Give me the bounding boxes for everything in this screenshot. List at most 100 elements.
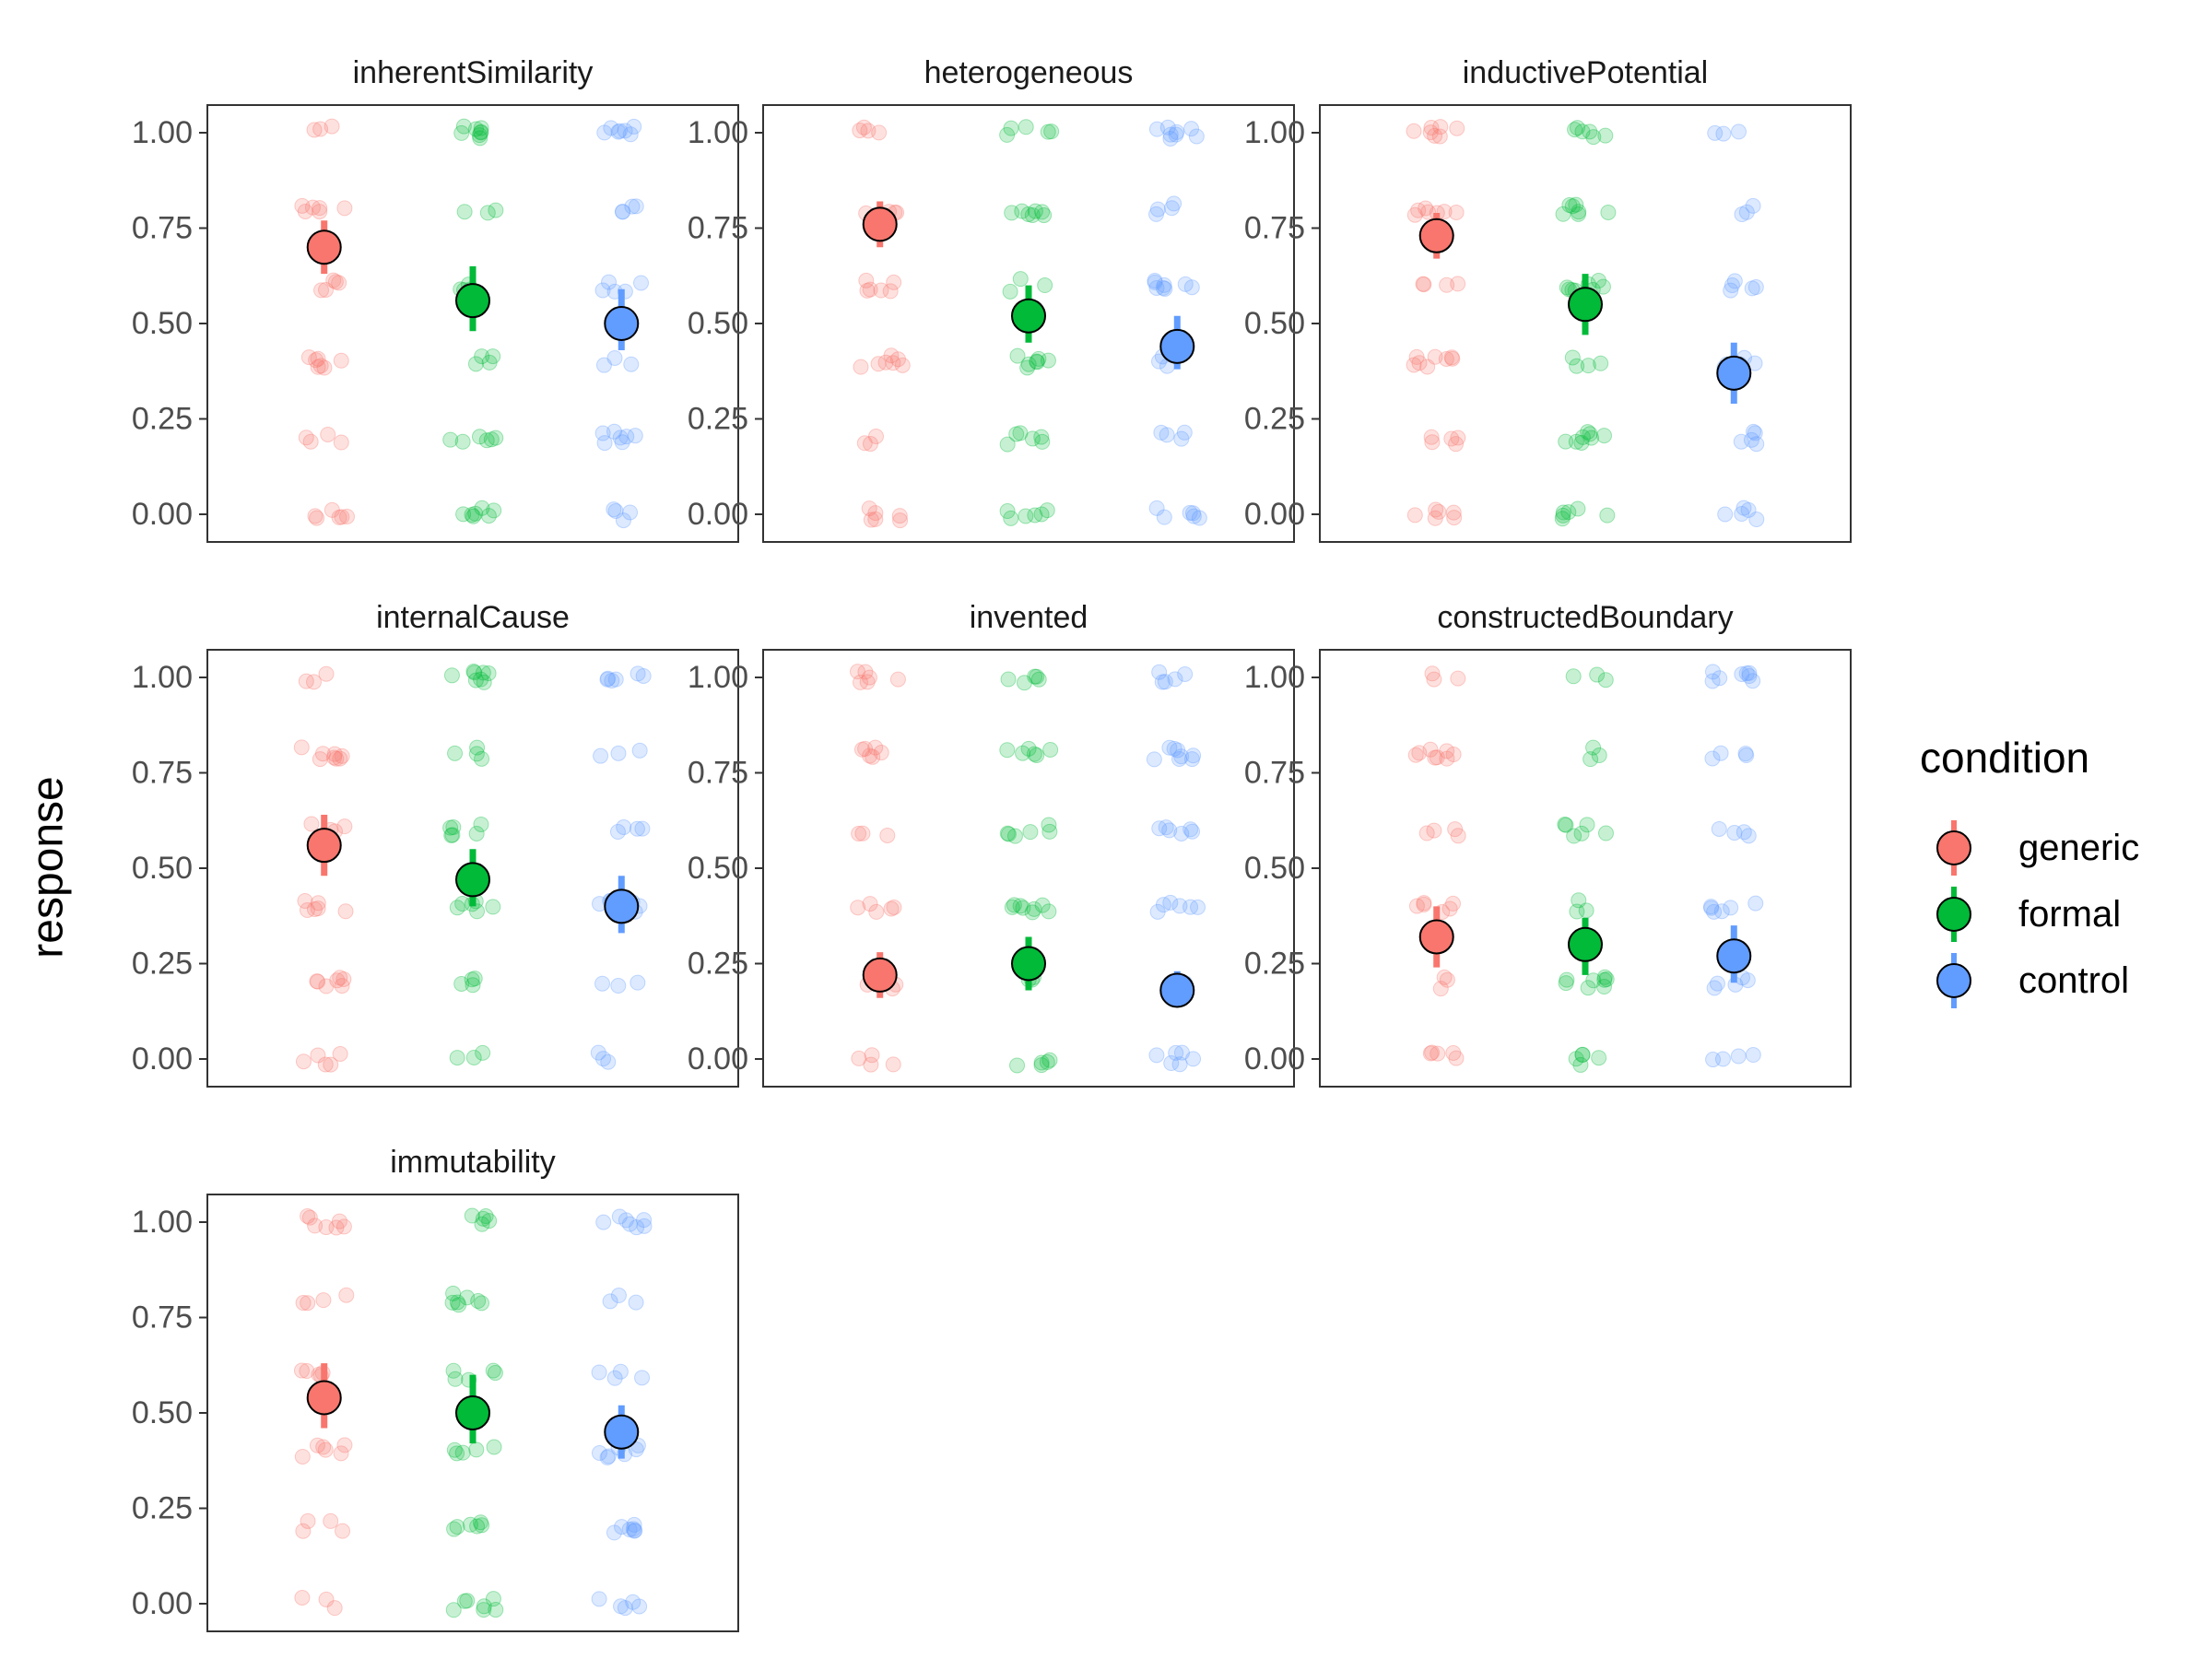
panel-inductivePotential: inductivePotential 0.00 0.25 0.50 0.75 1.00 [1244,55,1852,543]
y-tick-label: 0.75 [1244,211,1305,246]
raw-point [591,1444,607,1461]
raw-point [336,200,353,217]
raw-point [324,118,340,135]
raw-point [478,432,495,449]
raw-point [310,900,326,917]
raw-point [1565,668,1582,685]
raw-point [1184,823,1201,840]
raw-point [1444,350,1461,367]
raw-point [1408,898,1425,914]
raw-point [627,428,643,444]
raw-point [1146,751,1162,768]
panel-internalCause: internalCause 0.00 0.25 0.50 0.75 1.00 [132,600,739,1088]
raw-point [307,508,324,524]
y-tick-label: 0.25 [132,947,193,982]
raw-point [1004,899,1020,915]
raw-point [856,435,873,452]
panel-inherentSimilarity: inherentSimilarity 0.00 0.25 0.50 0.75 1.00 [132,55,739,543]
raw-point [1009,1057,1026,1074]
panel-frame [762,649,1295,1088]
raw-point [851,1050,867,1066]
raw-point [606,1524,622,1541]
raw-point [1445,504,1462,521]
raw-point [1026,746,1042,762]
raw-point [1432,119,1449,135]
panel-title: inherentSimilarity [353,55,594,90]
raw-point [339,509,356,525]
raw-point [1029,668,1045,685]
raw-point [1735,824,1752,841]
raw-point [594,282,611,299]
raw-point [1418,200,1434,217]
raw-point [1597,672,1614,688]
raw-point [468,825,485,841]
raw-point [1156,509,1172,525]
raw-point [1020,206,1037,222]
raw-point [1747,895,1764,912]
panel-title: heterogeneous [924,55,1134,90]
raw-point [1039,502,1055,519]
panel-frame [762,104,1295,543]
raw-point [471,429,488,445]
raw-point [465,508,482,524]
mean-point-control [604,1414,640,1450]
raw-point [627,1523,643,1539]
raw-point [1745,673,1761,689]
raw-point [1703,900,1720,916]
y-tick-label: 1.00 [688,660,748,695]
raw-point [594,425,611,441]
raw-point [1557,817,1573,833]
raw-point [879,827,896,843]
raw-point [1723,900,1739,916]
raw-point [859,282,876,299]
raw-point [1582,124,1598,140]
raw-point [1185,508,1202,524]
raw-point [590,1044,606,1061]
raw-point [1707,124,1724,141]
panel-heterogeneous: heterogeneous 0.00 0.25 0.50 0.75 1.00 [688,55,1295,543]
raw-point [1558,817,1574,833]
raw-point [456,1593,473,1609]
raw-point [1034,897,1051,913]
raw-point [1158,819,1174,836]
raw-point [467,356,484,372]
y-tick-label: 0.75 [132,1300,193,1335]
raw-point [1450,276,1466,292]
raw-point [1162,894,1179,911]
raw-point [629,665,646,682]
raw-point [1747,425,1763,441]
legend-item-formal: formal [1936,887,2121,942]
raw-point [1173,748,1190,765]
raw-point [1166,195,1182,212]
raw-point [1580,980,1596,996]
panel-title: internalCause [376,600,570,635]
y-tick-label: 0.75 [132,211,193,246]
raw-point [445,1285,462,1301]
raw-point [1748,512,1765,528]
raw-point [1446,510,1463,526]
raw-point [486,1439,502,1455]
legend: condition generic formal control [1920,734,2139,1008]
raw-point [309,510,325,526]
raw-point [1746,423,1762,440]
mean-point-generic [1418,218,1454,253]
raw-point [1148,500,1165,516]
raw-point [886,274,902,290]
raw-point [483,431,500,448]
y-tick-label: 0.00 [132,497,193,532]
raw-point [1159,427,1175,443]
raw-point [853,741,870,758]
raw-point [1734,206,1750,223]
raw-point [999,436,1016,453]
raw-point [449,1519,465,1535]
raw-point [1747,279,1764,296]
mean-point-generic [1418,919,1454,955]
raw-point [1436,969,1453,985]
raw-point [625,1521,641,1537]
raw-point [1450,429,1466,446]
mean-point-formal [1011,946,1046,982]
raw-point [1734,666,1750,683]
raw-point [1161,822,1178,839]
y-tick-label: 0.50 [132,1395,193,1430]
y-tick-label: 0.00 [132,1041,193,1077]
